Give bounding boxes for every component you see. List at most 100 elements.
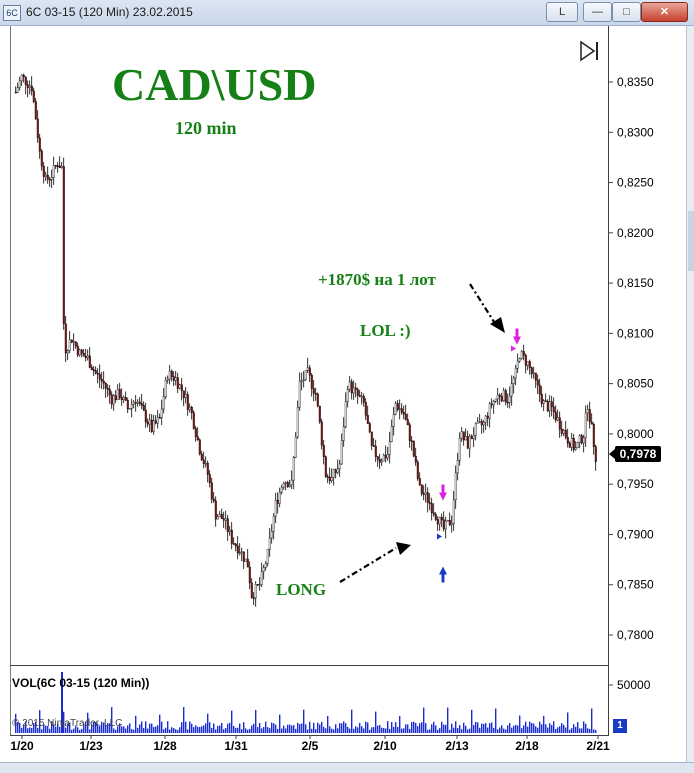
candle-body: [146, 421, 149, 425]
volume-bar: [523, 725, 525, 733]
volume-bar: [331, 728, 333, 733]
volume-bar: [365, 721, 367, 733]
candle-body: [370, 431, 373, 446]
candle-body: [556, 417, 559, 421]
volume-bar: [105, 725, 107, 733]
volume-bar: [541, 724, 543, 733]
candle-body: [320, 421, 323, 446]
candle-body: [104, 382, 107, 389]
volume-bar: [249, 728, 251, 733]
candle-body: [338, 463, 341, 469]
candle-body: [90, 367, 93, 371]
volume-bar: [333, 729, 335, 733]
candle-body: [432, 512, 435, 515]
volume-bar: [165, 727, 167, 733]
volume-bar: [443, 724, 445, 733]
time-tick-label: 1/23: [79, 739, 103, 753]
minimize-button[interactable]: —: [583, 2, 612, 22]
candle-body: [96, 373, 99, 375]
candle-body: [20, 74, 23, 82]
entry-fill-marker: [437, 533, 442, 540]
volume-bar: [113, 728, 115, 733]
vertical-scrollbar[interactable]: [686, 26, 694, 772]
volume-bar: [241, 729, 243, 733]
volume-bar: [145, 721, 147, 733]
volume-bar: [19, 722, 21, 733]
volume-bar: [127, 725, 129, 733]
volume-panel-badge[interactable]: 1: [613, 719, 627, 733]
candle-body: [82, 353, 85, 357]
maximize-button[interactable]: □: [612, 2, 641, 22]
candle-body: [14, 91, 17, 94]
volume-bar: [239, 723, 241, 733]
candle-body: [232, 543, 235, 545]
link-button[interactable]: L: [546, 2, 578, 22]
volume-bar: [79, 729, 81, 733]
candle-body: [448, 519, 451, 526]
volume-bar: [473, 724, 475, 733]
volume-bar: [567, 712, 569, 733]
volume-bar: [185, 721, 187, 733]
candle-body: [36, 118, 39, 139]
volume-bar: [179, 727, 181, 733]
volume-bar: [153, 726, 155, 733]
volume-bar: [551, 725, 553, 733]
volume-bar: [81, 729, 83, 733]
volume-bar: [229, 722, 231, 733]
price-tick-label: 0,8200: [617, 226, 654, 240]
volume-bar: [369, 729, 371, 733]
candle-body: [30, 85, 33, 92]
candle-body: [38, 137, 41, 152]
horizontal-scrollbar[interactable]: [0, 762, 694, 773]
volume-bar: [421, 722, 423, 733]
candle-body: [288, 484, 291, 488]
volume-bar: [379, 725, 381, 733]
volume-bar: [203, 725, 205, 733]
close-button[interactable]: ✕: [641, 2, 688, 22]
volume-bar: [345, 723, 347, 733]
volume-bar: [547, 727, 549, 733]
volume-bar: [95, 721, 97, 733]
volume-bar: [435, 725, 437, 733]
volume-bar: [419, 723, 421, 733]
candle-body: [134, 402, 137, 404]
candle-body: [488, 403, 491, 419]
candle-body: [522, 351, 525, 356]
candle-body: [24, 76, 27, 86]
volume-bar: [31, 727, 33, 733]
candle-body: [166, 378, 169, 381]
candle-body: [476, 421, 479, 424]
volume-bar: [393, 726, 395, 733]
candle-body: [290, 479, 293, 486]
scrollbar-thumb[interactable]: [688, 211, 694, 271]
volume-bar: [437, 729, 439, 733]
candle-body: [336, 468, 339, 473]
volume-bar: [175, 729, 177, 733]
candle-body: [386, 454, 389, 459]
volume-bar: [97, 723, 99, 733]
candle-body: [84, 356, 87, 359]
candle-body: [452, 499, 455, 524]
volume-bar: [49, 728, 51, 733]
play-to-end-icon[interactable]: [579, 40, 601, 62]
candle-body: [174, 377, 177, 381]
candle-body: [326, 476, 329, 478]
volume-bar: [343, 721, 345, 733]
volume-bar: [531, 723, 533, 733]
volume-bar: [441, 721, 443, 733]
volume-bar: [361, 726, 363, 733]
price-tick-label: 0,8250: [617, 176, 654, 190]
volume-bar: [57, 723, 59, 733]
candle-body: [458, 437, 461, 461]
candle-body: [26, 84, 29, 88]
candle-body: [364, 402, 367, 416]
volume-bar: [559, 726, 561, 733]
candle-body: [168, 370, 171, 380]
volume-bar: [299, 724, 301, 733]
candle-body: [284, 482, 287, 484]
volume-bar: [17, 722, 19, 733]
candle-body: [164, 380, 167, 398]
candle-body: [380, 460, 383, 463]
candle-body: [570, 437, 573, 448]
candle-body: [302, 379, 305, 382]
